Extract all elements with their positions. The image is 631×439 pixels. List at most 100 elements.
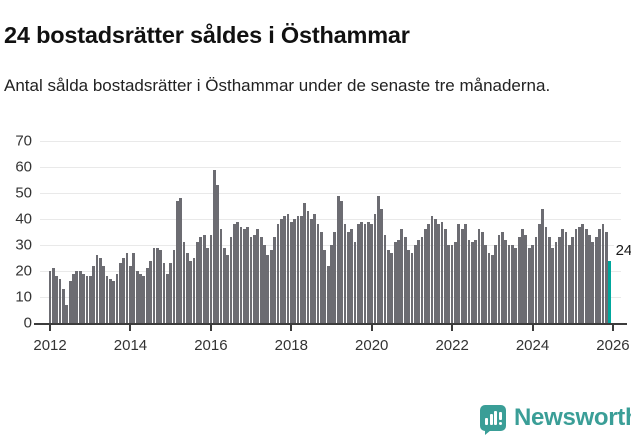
chart-bar xyxy=(239,226,243,323)
chart-bar xyxy=(353,242,357,323)
x-axis-tick xyxy=(49,325,52,331)
chart-bar xyxy=(363,224,367,323)
chart-bar xyxy=(514,247,518,323)
x-axis-label: 2022 xyxy=(435,337,469,354)
chart-bar xyxy=(199,237,203,323)
chart-bar xyxy=(165,273,169,323)
chart-bar xyxy=(346,232,350,323)
chart-bar xyxy=(444,229,447,323)
chart-bar xyxy=(249,237,253,323)
chart-bar xyxy=(474,239,477,323)
chart-bar xyxy=(162,263,166,323)
chart-bar xyxy=(507,245,511,323)
chart-bar xyxy=(400,229,404,323)
x-axis-label: 2016 xyxy=(194,337,228,354)
chart-bar xyxy=(403,237,407,323)
chart-bar xyxy=(517,237,521,323)
chart-bar xyxy=(232,224,236,323)
x-axis-tick xyxy=(290,325,293,331)
chart-bar xyxy=(236,221,240,323)
page-headline: 24 bostadsrätter såldes i Östhammar xyxy=(4,21,410,48)
x-axis-label: 2020 xyxy=(355,337,389,354)
chart-bar xyxy=(209,234,213,323)
chart-bar xyxy=(75,271,79,323)
chart-bar xyxy=(310,219,313,323)
chart-bar xyxy=(303,203,307,323)
x-axis-tick xyxy=(611,325,614,331)
chart-bar xyxy=(377,195,380,323)
newsworthy-logo: Newsworthy xyxy=(480,404,631,435)
chart-bar xyxy=(68,281,72,323)
chart-bar xyxy=(206,247,209,323)
y-axis-label: 50 xyxy=(15,184,32,202)
highlight-value-label: 24 xyxy=(613,241,631,259)
chart-bar xyxy=(145,268,149,323)
chart-bar xyxy=(119,263,122,323)
y-axis-label: 40 xyxy=(15,210,32,228)
chart-bar xyxy=(333,232,337,323)
chart-bar xyxy=(253,234,256,323)
chart-bar xyxy=(457,224,461,323)
chart-bar xyxy=(568,245,571,323)
x-axis-line xyxy=(34,323,627,325)
chart-bar xyxy=(557,237,561,323)
page-subtitle: Antal sålda bostadsrätter i Östhammar un… xyxy=(4,76,551,95)
chart-bar xyxy=(115,273,119,323)
chart-bar xyxy=(434,219,437,323)
y-axis-label: 60 xyxy=(15,158,32,176)
chart-bar xyxy=(581,224,585,323)
chart-bar xyxy=(152,247,156,323)
chart-bar xyxy=(48,271,52,323)
chart-bar xyxy=(608,260,611,323)
chart-bar xyxy=(387,250,390,323)
chart-bar xyxy=(588,234,591,323)
chart-bar xyxy=(490,255,494,323)
chart-bar xyxy=(266,255,270,323)
chart-bar xyxy=(594,237,598,323)
chart-bar xyxy=(182,242,186,323)
chart-bar xyxy=(276,224,280,323)
chart-bar xyxy=(497,234,501,323)
x-axis-tick xyxy=(129,325,132,331)
chart-bar xyxy=(192,258,196,323)
chart-bar xyxy=(544,226,548,323)
chart-bar xyxy=(296,216,300,323)
chart-bar xyxy=(467,239,471,323)
chart-bar xyxy=(55,276,59,323)
chart-bar xyxy=(320,232,323,323)
chart-bar xyxy=(524,234,528,323)
chart-bar xyxy=(413,245,417,323)
bar-chart-speech-bubble-icon xyxy=(480,405,506,435)
chart-bar xyxy=(256,229,260,323)
chart-bar xyxy=(460,229,464,323)
chart-bar xyxy=(139,273,142,323)
chart-bar xyxy=(176,200,179,323)
chart-bar xyxy=(179,198,183,323)
chart-bar xyxy=(454,242,457,323)
chart-bar xyxy=(289,221,293,323)
x-axis-label: 2026 xyxy=(596,337,630,354)
x-axis-label: 2012 xyxy=(33,337,67,354)
chart-bar xyxy=(62,289,65,323)
newsworthy-logo-text: Newsworthy xyxy=(514,404,631,431)
chart-bar xyxy=(501,232,504,323)
chart-bar xyxy=(470,242,474,323)
chart-bar xyxy=(78,271,82,323)
chart-bar xyxy=(464,224,467,323)
x-axis-label: 2014 xyxy=(113,337,148,354)
chart-bar xyxy=(480,232,484,323)
chart-bar xyxy=(212,169,216,323)
x-axis-label: 2018 xyxy=(274,337,308,354)
y-axis-label: 70 xyxy=(15,132,32,150)
chart-bar xyxy=(125,252,129,323)
chart-bar xyxy=(135,271,139,323)
chart-bar xyxy=(598,229,601,323)
chart-bar xyxy=(52,268,55,323)
chart-bar xyxy=(323,250,327,323)
chart-bar xyxy=(356,224,360,323)
y-axis-label: 30 xyxy=(15,236,32,254)
chart-bar xyxy=(487,252,491,323)
chart-bar xyxy=(263,245,266,323)
y-gridline xyxy=(40,193,621,194)
chart-bar xyxy=(407,250,410,323)
